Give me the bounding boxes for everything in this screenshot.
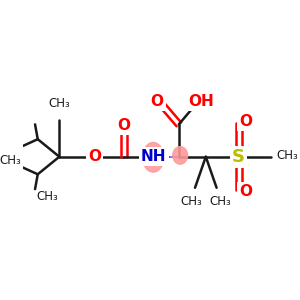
Text: NH: NH (141, 149, 167, 164)
Text: S: S (232, 148, 245, 166)
Text: CH₃: CH₃ (36, 190, 58, 203)
Text: O: O (151, 94, 164, 109)
Text: O: O (118, 118, 130, 133)
Text: O: O (88, 149, 101, 164)
Text: CH₃: CH₃ (210, 194, 232, 208)
Text: OH: OH (189, 94, 214, 109)
Text: CH₃: CH₃ (276, 149, 298, 162)
Text: CH₃: CH₃ (0, 154, 22, 167)
Text: O: O (239, 184, 252, 199)
Ellipse shape (143, 142, 164, 172)
Text: CH₃: CH₃ (180, 194, 202, 208)
Text: O: O (239, 114, 252, 129)
Ellipse shape (173, 147, 188, 164)
Text: CH₃: CH₃ (49, 97, 70, 110)
